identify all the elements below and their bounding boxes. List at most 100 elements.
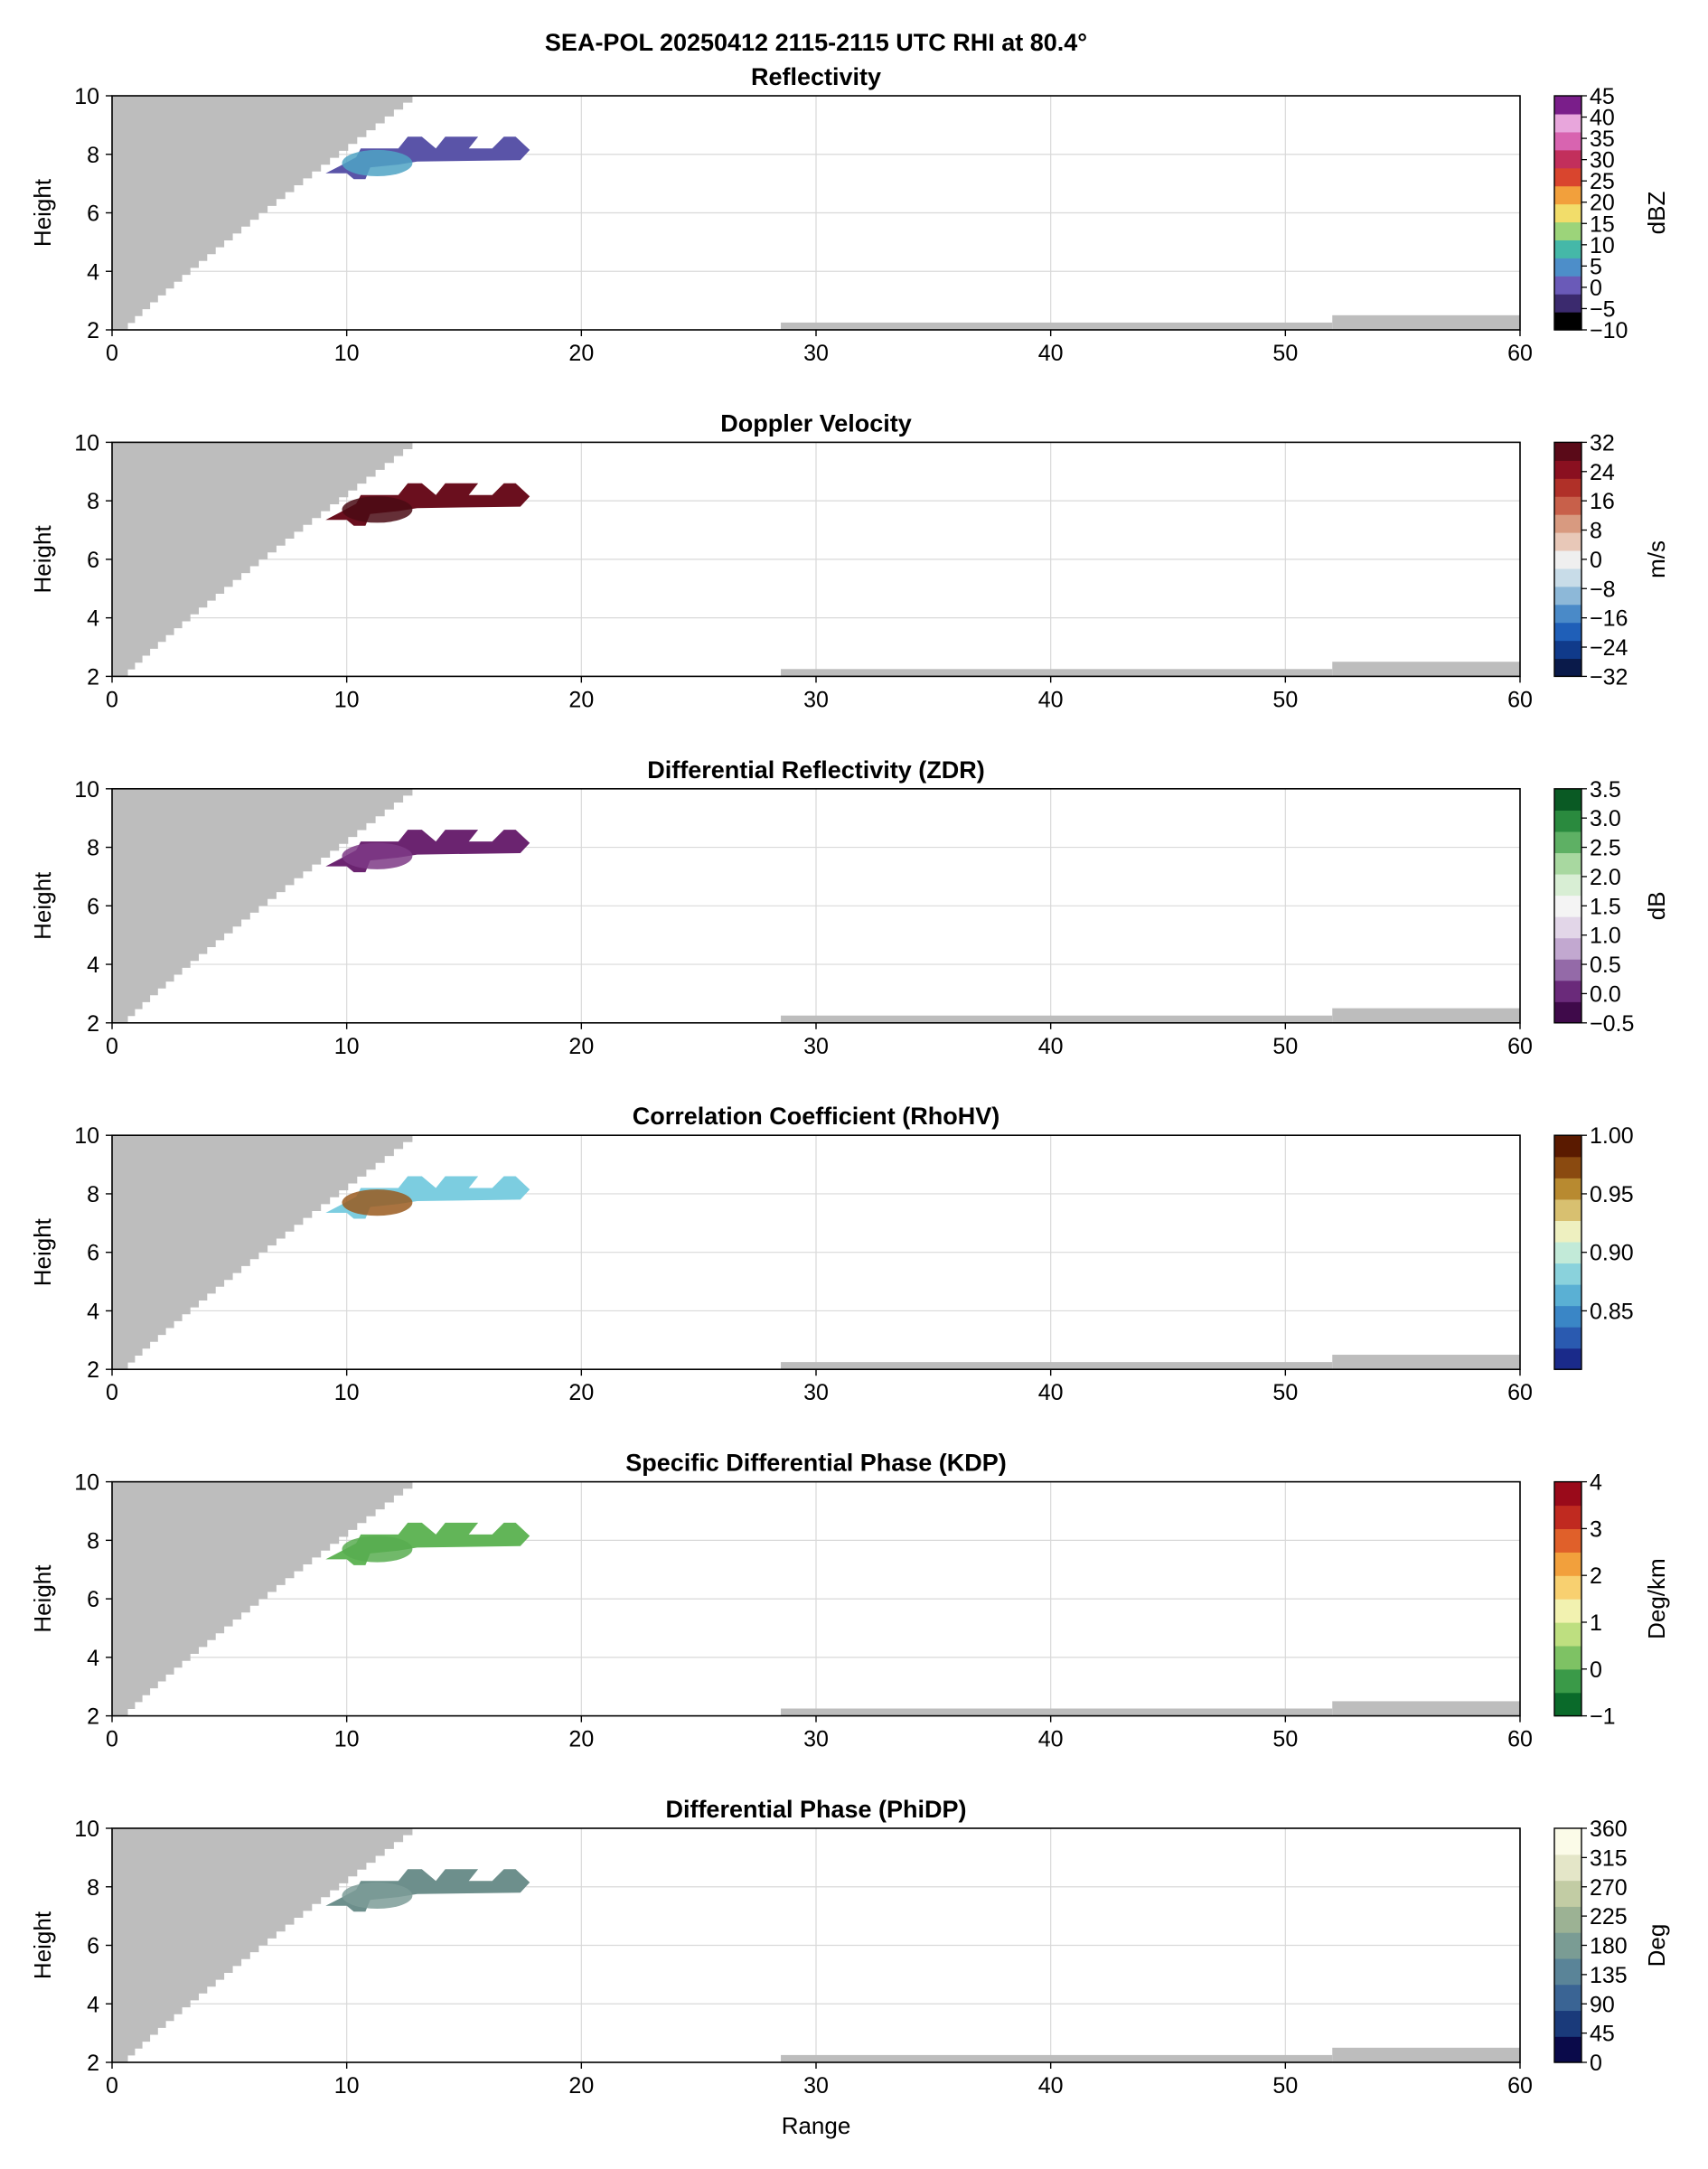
echo-core [342,842,413,869]
colorbar-segment [1554,1505,1581,1529]
panel: Specific Differential Phase (KDP)0 10 20 30… [29,1450,1670,1752]
y-tick-label: 6 [87,1934,99,1959]
y-tick-label: 10 [74,1817,99,1842]
colorbar-label: dBZ [1643,192,1670,235]
colorbar-tick-label: 20 [1590,191,1615,216]
x-tick-label: 0 [106,1380,118,1405]
x-tick-label: 40 [1038,1727,1064,1752]
colorbar-segment [1554,1984,1581,2012]
colorbar-segment [1554,1327,1581,1349]
x-tick-label: 50 [1272,687,1298,712]
y-tick-label: 2 [87,1357,99,1383]
colorbar-tick-label: 225 [1590,1904,1628,1930]
colorbar-tick-label: 3.5 [1590,777,1621,803]
blocked-region [112,1135,413,1370]
colorbar-segment [1554,1668,1581,1694]
colorbar-segment [1554,1220,1581,1243]
x-tick-label: 60 [1507,687,1533,712]
panel-data [112,442,1520,677]
colorbar-segment [1554,1241,1581,1264]
colorbar-frame [1553,1480,1582,1717]
colorbar-segment [1554,1958,1581,1986]
colorbar-tick-label: 16 [1590,489,1615,514]
colorbar-segment [1554,549,1581,569]
y-tick-label: 2 [87,318,99,343]
colorbar-segment [1554,1347,1581,1370]
panel-title: Reflectivity [751,63,881,90]
x-tick-label: 10 [334,1034,360,1059]
clutter-strip [781,2054,1333,2062]
colorbar-tick-label: 0 [1590,2051,1602,2076]
x-tick-label: 50 [1272,341,1298,366]
x-tick-label: 60 [1507,341,1533,366]
colorbar-segment [1554,1854,1581,1882]
x-tick-label: 40 [1038,1380,1064,1405]
echo-region [325,830,530,873]
colorbar-segment [1554,312,1581,331]
y-tick-label: 4 [87,953,99,978]
y-tick-label: 4 [87,1646,99,1671]
colorbar-segment [1554,586,1581,606]
colorbar-segment [1554,568,1581,587]
colorbar-tick-label: 360 [1590,1817,1628,1842]
colorbar-segment [1554,895,1581,917]
x-tick-label: 30 [803,687,829,712]
echo-core [342,1189,413,1216]
y-tick-label: 4 [87,1992,99,2017]
x-tick-label: 20 [568,1380,594,1405]
colorbar-tick-label: 32 [1590,430,1615,455]
y-tick-label: 8 [87,1528,99,1554]
colorbar-segment [1554,1692,1581,1717]
colorbar-segment [1554,788,1581,811]
colorbar-tick-label: 0.0 [1590,981,1621,1007]
colorbar-tick-label: 4 [1590,1470,1602,1496]
colorbar-segment [1554,203,1581,223]
colorbar-segment [1554,258,1581,277]
colorbar-tick-label: 135 [1590,1963,1628,1988]
clutter-strip [1332,1008,1520,1023]
y-tick-label: 2 [87,1011,99,1037]
colorbar-segment [1554,1575,1581,1600]
x-tick-label: 20 [568,1727,594,1752]
y-tick-label: 4 [87,1299,99,1324]
echo-region [325,136,530,180]
clutter-strip [1332,2047,1520,2062]
x-tick-label: 60 [1507,2073,1533,2099]
colorbar-segment [1554,1135,1581,1158]
colorbar-segment [1554,1284,1581,1307]
y-tick-label: 8 [87,489,99,514]
colorbar-tick-label: 0 [1590,276,1602,301]
colorbar-segment [1554,185,1581,205]
clutter-strip [1332,1701,1520,1716]
x-tick-label: 20 [568,2073,594,2099]
colorbar-segment [1554,1528,1581,1553]
blocked-region [112,1481,413,1716]
colorbar-segment [1554,221,1581,240]
echo-region [325,1176,530,1219]
y-tick-label: 6 [87,1587,99,1612]
colorbar-tick-label: −32 [1590,664,1628,690]
colorbar-tick-label: 8 [1590,519,1602,544]
colorbar-segment [1554,2036,1581,2063]
panel-data [112,788,1520,1023]
y-tick-label: 10 [74,84,99,109]
y-tick-label: 10 [74,777,99,803]
clutter-strip [1332,662,1520,677]
colorbar-segment [1554,1178,1581,1200]
y-tick-label: 10 [74,1123,99,1149]
echo-core [342,1882,413,1910]
colorbar-segment [1554,873,1581,897]
colorbar-tick-label: 15 [1590,211,1615,237]
y-axis-label: Height [29,1217,56,1286]
colorbar-tick-label: 35 [1590,127,1615,152]
x-axis-label: Range [782,2112,851,2139]
colorbar-segment [1554,478,1581,497]
y-axis-label: Height [29,525,56,594]
colorbar-segment [1554,514,1581,533]
echo-core [342,496,413,523]
colorbar-segment [1554,810,1581,832]
colorbar-segment [1554,1932,1581,1959]
colorbar-segment [1554,167,1581,187]
